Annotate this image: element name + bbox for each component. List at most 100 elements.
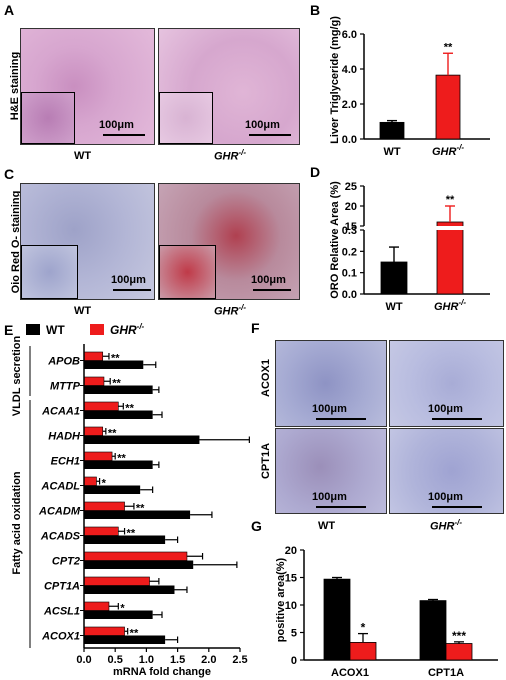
ihc-cpt1a-wt-scale-text: 100μm	[312, 491, 347, 503]
chart-g-ytick-label: 10	[285, 600, 297, 612]
oro-ghr-scale-text: 100μm	[251, 274, 286, 286]
chart-b-xlabel-ghr: GHR-/-	[432, 143, 464, 158]
chart-d-xlabel-wt: WT	[385, 301, 402, 313]
chart-e-category-label: APOB	[47, 356, 80, 368]
f-row-label-acox1: ACOX1	[260, 359, 272, 397]
chart-e-category-label: CPT2	[52, 556, 80, 568]
chart-g-significance: ***	[452, 629, 466, 643]
chart-e-bar-ghr	[83, 601, 110, 611]
he-wt-inset	[21, 92, 75, 144]
panel-letter-f: F	[251, 320, 260, 336]
he-ghr-scale-bar	[249, 134, 291, 136]
chart-g-bar-wt	[323, 578, 351, 661]
chart-g-xlabel-cpt1a: CPT1A	[428, 667, 464, 679]
chart-e-bar-wt	[84, 585, 175, 594]
ihc-acox1-ghr-scale-text: 100μm	[428, 403, 463, 415]
chart-e-bar-wt	[84, 460, 153, 469]
chart-b-ytick-label: 4.0	[342, 64, 357, 76]
chart-d-ytick-label: 15	[345, 221, 357, 233]
chart-e-xlabel: mRNA fold change	[113, 666, 211, 678]
chart-e-bar-wt	[84, 635, 166, 644]
legend-ghr-label: GHR-/-	[110, 322, 145, 337]
he-ghr-scale-text: 100μm	[245, 119, 280, 131]
f-col-label-ghr-text: GHR	[430, 520, 455, 533]
chart-e-category-label: ACADL	[41, 481, 81, 493]
chart-e-category-label: CPT1A	[44, 581, 80, 593]
legend-wt-swatch	[26, 324, 40, 335]
chart-e-bar-ghr	[83, 401, 119, 411]
f-row-label-cpt1a: CPT1A	[260, 442, 272, 480]
ihc-acox1-wt-scale-text: 100μm	[312, 403, 347, 415]
chart-e: WT GHR-/- VLDL secretion Fatty acid oxid…	[11, 322, 250, 678]
chart-g-ylabel: positive area(%)	[275, 557, 287, 642]
f-col-label-wt: WT	[318, 520, 336, 532]
chart-d-bar	[436, 221, 464, 295]
ihc-cpt1a-wt-scale-bar	[316, 506, 366, 508]
chart-e-bar-ghr	[83, 576, 150, 586]
panel-letter-c: C	[4, 166, 15, 182]
chart-b-ytick-label: 6.0	[342, 29, 357, 41]
chart-e-category-label: ACOX1	[41, 631, 80, 643]
chart-e-bar-wt	[84, 510, 191, 519]
legend-ghr-swatch	[90, 324, 104, 335]
chart-g-bar-ghr	[349, 642, 377, 661]
chart-e-category-label: ACAA1	[41, 406, 80, 418]
he-ghr-label: GHR-/-	[214, 148, 246, 163]
chart-b-bar	[435, 74, 461, 140]
chart-e-significance: **	[112, 378, 121, 390]
chart-b: Liver Triglyceride (mg/g) 0.0 2.0 4.0 6.0 *…	[329, 16, 490, 158]
chart-e-category-label: ACADM	[38, 506, 81, 518]
chart-d-significance: **	[446, 194, 455, 206]
oro-wt-image: 100μm	[20, 183, 155, 300]
chart-e-xtick-label: 1.0	[139, 654, 154, 666]
chart-b-xlabel-wt: WT	[383, 146, 400, 158]
chart-g-significance: *	[361, 621, 366, 635]
panel-letter-b: B	[310, 2, 321, 18]
he-ghr-image: 100μm	[158, 28, 300, 145]
legend-ghr-label-text: GHR	[110, 323, 137, 337]
chart-e-bar-ghr	[83, 626, 125, 636]
chart-e-bar-wt	[84, 485, 141, 494]
chart-e-significance: **	[130, 628, 139, 640]
chart-e-bar-ghr	[83, 376, 105, 386]
ihc-acox1-ghr-scale-bar	[432, 418, 482, 420]
chart-b-ylabel: Liver Triglyceride (mg/g)	[329, 16, 341, 144]
he-ghr-label-text: GHR	[214, 150, 239, 163]
chart-b-significance: **	[444, 41, 453, 53]
chart-d-bar	[380, 261, 408, 295]
panel-letter-g: G	[251, 518, 262, 534]
chart-e-bar-ghr	[83, 451, 113, 461]
he-wt-scale-text: 100μm	[99, 119, 134, 131]
chart-e-bar-wt	[84, 435, 200, 444]
ihc-acox1-wt-scale-bar	[316, 418, 366, 420]
chart-g-ytick-label: 5	[291, 628, 297, 640]
chart-e-xtick-label: 0.0	[76, 654, 91, 666]
chart-e-bar-ghr	[83, 551, 188, 561]
chart-d-xlabel-ghr: GHR-/-	[434, 298, 466, 313]
chart-g-ytick-label: 20	[285, 545, 297, 557]
he-ghr-label-sup: -/-	[238, 148, 247, 157]
chart-e-significance: *	[102, 478, 107, 490]
f-col-label-ghr: GHR-/-	[430, 518, 462, 533]
group-vldl-label: VLDL secretion	[11, 335, 23, 416]
oro-wt-inset	[21, 245, 78, 299]
chart-e-significance: **	[108, 428, 117, 440]
chart-d-xlabel-ghr-sup: -/-	[458, 298, 466, 307]
he-wt-image: 100μm	[20, 28, 155, 145]
group-fao-label: Fatty acid oxidation	[11, 471, 23, 575]
chart-b-bar	[379, 121, 405, 140]
chart-e-category-label: ECH1	[51, 456, 80, 468]
chart-e-category-label: MTTP	[50, 381, 81, 393]
legend-ghr-label-sup: -/-	[137, 322, 145, 331]
legend-wt-label: WT	[46, 323, 65, 337]
ihc-cpt1a-wt-image: 100μm	[275, 428, 387, 514]
chart-e-significance: **	[127, 528, 136, 540]
oro-ghr-image: 100μm	[158, 183, 300, 300]
ihc-acox1-ghr-image: 100μm	[389, 340, 504, 427]
chart-e-bar-wt	[84, 535, 166, 544]
chart-e-significance: *	[120, 603, 125, 615]
chart-g-bar-ghr	[445, 643, 473, 661]
chart-d-ytick-label: 0.1	[342, 268, 357, 280]
chart-e-category-label: ACSL1	[43, 606, 80, 618]
